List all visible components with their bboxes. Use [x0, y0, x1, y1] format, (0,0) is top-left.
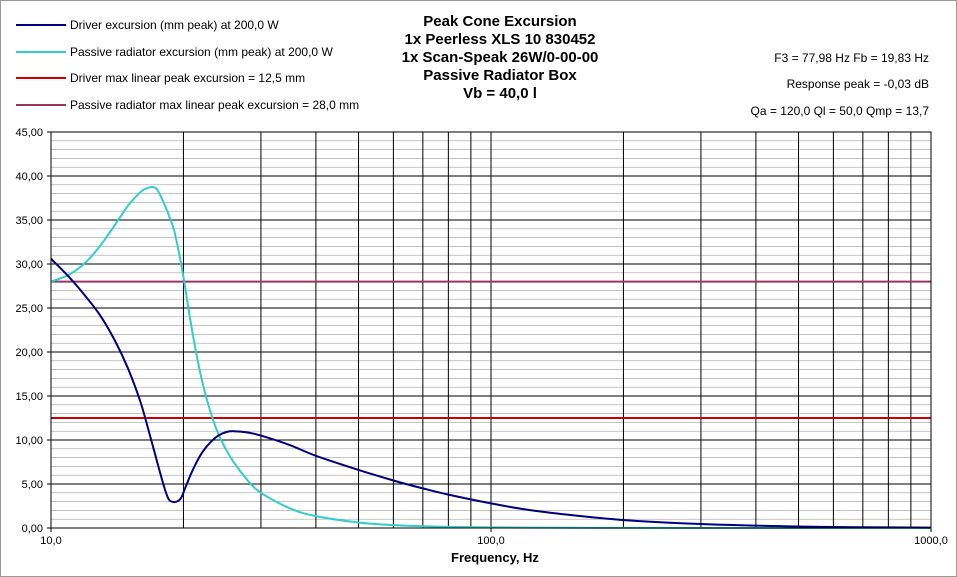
series-driver-excursion — [50, 258, 932, 529]
plot-border — [50, 131, 932, 529]
legend-item-passive-radiator-excursion: Passive radiator excursion (mm peak) at … — [16, 44, 333, 60]
y-tick-label: 35,00 — [15, 215, 43, 227]
title-line: Vb = 40,0 l — [463, 85, 537, 102]
x-tick-label: 1000,0 — [914, 535, 948, 547]
y-tick-label: 30,00 — [15, 259, 43, 271]
info-response-peak: Response peak = -0,03 dB — [786, 77, 929, 91]
legend-label: Passive radiator excursion (mm peak) at … — [70, 45, 333, 59]
y-tick-label: 25,00 — [15, 303, 43, 315]
y-tick-label: 0,00 — [22, 523, 43, 535]
x-axis-label: Frequency, Hz — [451, 550, 539, 565]
title-line: Peak Cone Excursion — [423, 13, 577, 30]
legend-label: Driver max linear peak excursion = 12,5 … — [70, 71, 306, 85]
y-tick-label: 40,00 — [15, 171, 43, 183]
x-tick-label: 100,0 — [477, 535, 505, 547]
legend-swatch — [16, 104, 66, 106]
legend-label: Passive radiator max linear peak excursi… — [70, 98, 360, 112]
y-tick-label: 10,00 — [15, 435, 43, 447]
y-tick-label: 5,00 — [22, 479, 43, 491]
legend-item-driver-excursion: Driver excursion (mm peak) at 200,0 W — [16, 17, 279, 33]
chart-title: Peak Cone Excursion 1x Peerless XLS 10 8… — [360, 13, 640, 103]
title-line: Passive Radiator Box — [423, 67, 577, 84]
x-tick-label: 10,0 — [40, 535, 61, 547]
info-q-values: Qa = 120,0 Ql = 50,0 Qmp = 13,7 — [750, 104, 929, 118]
info-f3-fb: F3 = 77,98 Hz Fb = 19,83 Hz — [774, 51, 929, 65]
title-line: 1x Scan-Speak 26W/0-00-00 — [401, 49, 599, 66]
series-passive-radiator-excursion — [50, 185, 931, 530]
legend-item-driver-max-linear: Driver max linear peak excursion = 12,5 … — [16, 70, 305, 86]
legend-item-passive-radiator-max-linear: Passive radiator max linear peak excursi… — [16, 97, 359, 113]
legend-swatch — [16, 24, 66, 26]
legend-swatch — [16, 51, 66, 53]
y-tick-label: 45,00 — [15, 127, 43, 139]
legend-swatch — [16, 77, 66, 79]
title-line: 1x Peerless XLS 10 830452 — [404, 31, 596, 48]
y-tick-label: 15,00 — [15, 391, 43, 403]
y-tick-label: 20,00 — [15, 347, 43, 359]
legend-label: Driver excursion (mm peak) at 200,0 W — [70, 18, 279, 32]
